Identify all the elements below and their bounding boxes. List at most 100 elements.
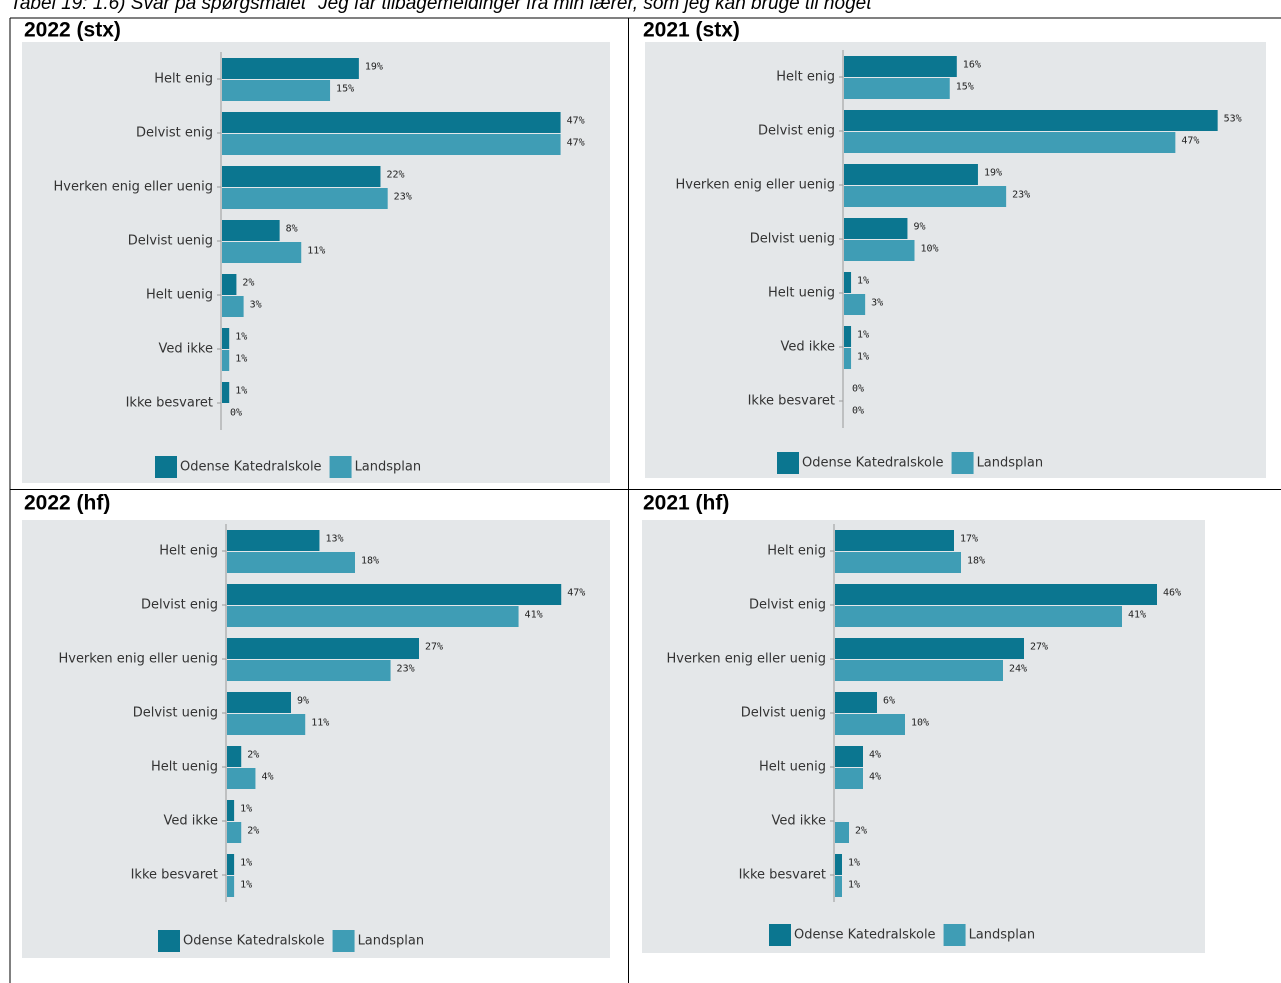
bar	[227, 714, 306, 735]
legend-swatch	[943, 924, 966, 946]
category-label: Helt uenig	[151, 760, 218, 775]
bar	[844, 294, 866, 315]
value-label: 2%	[247, 750, 259, 761]
legend-swatch	[155, 456, 177, 478]
category-label: Helt enig	[154, 72, 213, 87]
value-label: 0%	[852, 406, 864, 417]
category-label: Delvist enig	[141, 598, 218, 613]
category-label: Delvist uenig	[750, 232, 835, 247]
value-label: 46%	[1163, 588, 1181, 599]
value-label: 3%	[250, 300, 262, 311]
value-label: 18%	[361, 556, 379, 567]
value-label: 9%	[297, 696, 309, 707]
bar	[227, 822, 242, 843]
legend-label: Odense Katedralskole	[794, 928, 936, 943]
bar	[835, 584, 1157, 605]
bar	[222, 274, 237, 295]
legend-swatch	[329, 456, 352, 478]
value-label: 15%	[336, 84, 354, 95]
legend-swatch	[158, 930, 180, 952]
bar	[227, 552, 355, 573]
bar	[844, 110, 1218, 131]
value-label: 41%	[1128, 610, 1146, 621]
category-label: Helt uenig	[768, 286, 835, 301]
bar	[227, 768, 256, 789]
value-label: 53%	[1224, 114, 1242, 125]
bar	[835, 638, 1024, 659]
value-label: 17%	[960, 534, 978, 545]
value-label: 9%	[913, 222, 925, 233]
bar	[222, 134, 561, 155]
value-label: 23%	[397, 664, 415, 675]
value-label: 41%	[525, 610, 543, 621]
bar	[844, 272, 852, 293]
bar	[844, 132, 1176, 153]
bar	[222, 188, 388, 209]
value-label: 1%	[235, 386, 247, 397]
bar	[844, 326, 852, 347]
category-label: Helt enig	[767, 544, 826, 559]
category-label: Ved ikke	[164, 814, 218, 829]
value-label: 1%	[235, 354, 247, 365]
legend-label: Odense Katedralskole	[183, 934, 325, 949]
chart-title: 2021 (stx)	[643, 19, 740, 42]
value-label: 27%	[425, 642, 443, 653]
bar	[227, 854, 235, 875]
bar	[844, 218, 908, 239]
bar	[844, 164, 978, 185]
category-label: Delvist enig	[136, 126, 213, 141]
value-label: 16%	[963, 60, 981, 71]
value-label: 4%	[869, 772, 881, 783]
bar	[227, 606, 519, 627]
legend-label: Landsplan	[358, 934, 425, 949]
legend-swatch	[951, 452, 974, 474]
bar	[835, 530, 954, 551]
value-label: 1%	[235, 332, 247, 343]
bar	[844, 78, 950, 99]
value-label: 23%	[394, 192, 412, 203]
bar	[222, 166, 381, 187]
value-label: 47%	[567, 138, 585, 149]
value-label: 15%	[956, 82, 974, 93]
value-label: 8%	[286, 224, 298, 235]
category-label: Ikke besvaret	[126, 396, 213, 411]
value-label: 27%	[1030, 642, 1048, 653]
chart-title: 2022 (stx)	[24, 19, 121, 42]
category-label: Helt enig	[776, 70, 835, 85]
bar	[222, 350, 230, 371]
bar	[222, 220, 280, 241]
category-label: Delvist uenig	[741, 706, 826, 721]
legend-label: Odense Katedralskole	[802, 456, 944, 471]
value-label: 19%	[984, 168, 1002, 179]
category-label: Ved ikke	[781, 340, 835, 355]
bar	[835, 768, 863, 789]
bar	[222, 242, 302, 263]
bar	[227, 660, 391, 681]
category-label: Helt uenig	[759, 760, 826, 775]
value-label: 10%	[911, 718, 929, 729]
bar	[835, 692, 877, 713]
value-label: 23%	[1012, 190, 1030, 201]
value-label: 3%	[871, 298, 883, 309]
legend-label: Landsplan	[355, 460, 422, 475]
bar	[227, 584, 562, 605]
value-label: 2%	[855, 826, 867, 837]
chart-title: 2022 (hf)	[24, 492, 110, 515]
category-label: Ikke besvaret	[131, 868, 218, 883]
category-label: Helt enig	[159, 544, 218, 559]
bar	[222, 328, 230, 349]
value-label: 22%	[386, 170, 404, 181]
value-label: 0%	[230, 408, 242, 419]
value-label: 2%	[247, 826, 259, 837]
category-label: Hverken enig eller uenig	[666, 652, 826, 667]
value-label: 24%	[1009, 664, 1027, 675]
value-label: 47%	[567, 588, 585, 599]
plot-background	[645, 42, 1266, 478]
category-label: Hverken enig eller uenig	[53, 180, 213, 195]
category-label: Ved ikke	[772, 814, 826, 829]
bar	[227, 800, 235, 821]
value-label: 47%	[1181, 136, 1199, 147]
bar	[835, 854, 842, 875]
